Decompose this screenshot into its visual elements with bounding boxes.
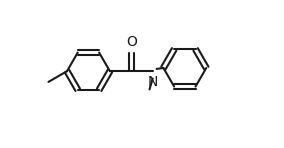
Text: N: N: [147, 75, 158, 89]
Text: O: O: [126, 35, 137, 49]
